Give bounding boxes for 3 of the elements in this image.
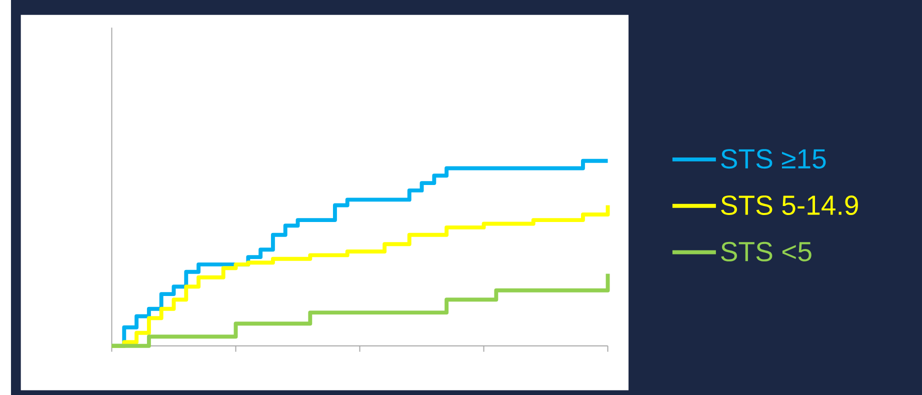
legend-label: STS <5 [721,242,812,262]
legend-label: STS ≥15 [721,148,826,168]
legend-label: STS 5-14.9 [721,195,858,215]
